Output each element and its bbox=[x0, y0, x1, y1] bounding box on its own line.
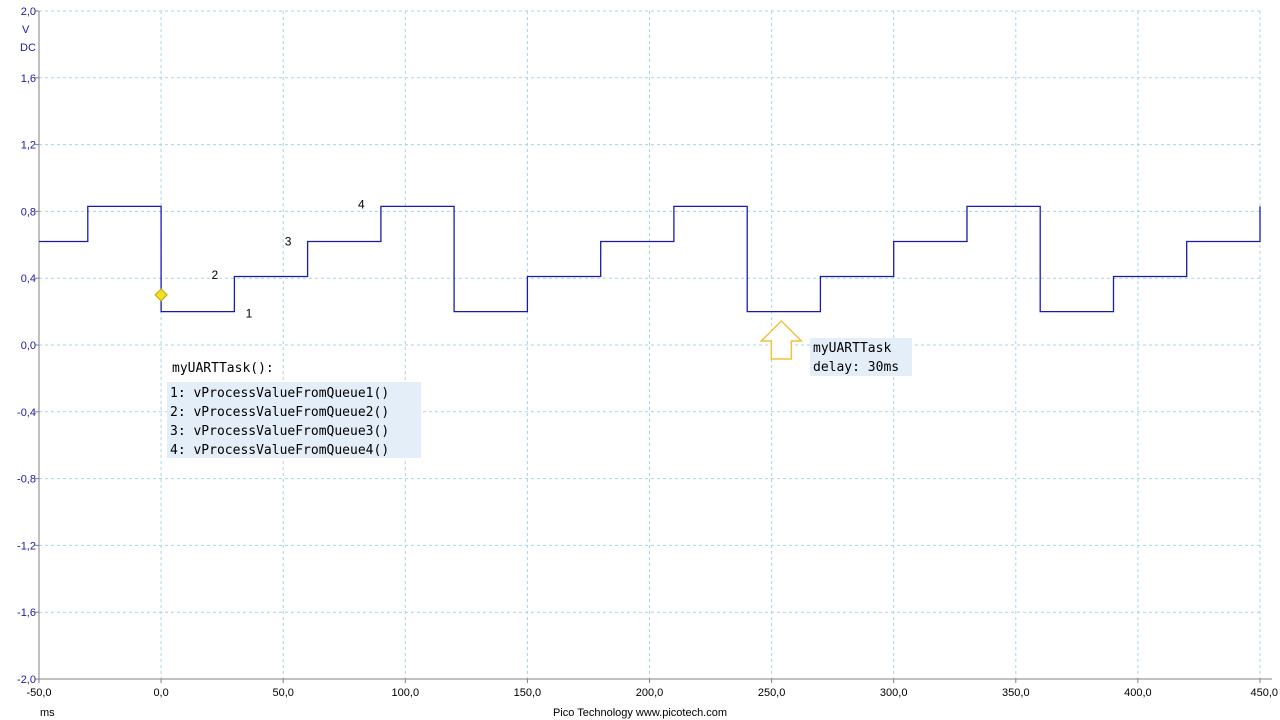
y-tick-label: -0,8 bbox=[17, 474, 36, 486]
y-tick-label: 0,4 bbox=[21, 273, 36, 285]
legend-line-3: 3: vProcessValueFromQueue3() bbox=[170, 424, 389, 439]
y-tick-label: -2,0 bbox=[17, 674, 36, 686]
x-axis-ticks: -50,0 0,0 50,0 100,0 150,0 200,0 250,0 300,0 350… bbox=[26, 679, 1278, 699]
x-tick-label: 350,0 bbox=[1002, 687, 1030, 699]
x-tick-label: 250,0 bbox=[758, 687, 786, 699]
trigger-marker-icon bbox=[154, 288, 168, 302]
delay-annotation: myUARTTask delay: 30ms bbox=[759, 319, 912, 376]
axes bbox=[38, 11, 1272, 680]
delay-line-2: delay: 30ms bbox=[813, 360, 899, 375]
x-tick-label: -50,0 bbox=[26, 687, 51, 699]
y-tick-label: -1,6 bbox=[17, 607, 36, 619]
y-axis-coupling: DC bbox=[20, 42, 36, 54]
trace-line bbox=[39, 205, 1261, 313]
legend-background bbox=[167, 382, 421, 458]
y-axis-unit: V bbox=[22, 24, 30, 36]
step-marker-label: 4 bbox=[358, 198, 365, 212]
y-tick-label: -0,4 bbox=[17, 407, 36, 419]
footer-credit: Pico Technology www.picotech.com bbox=[553, 707, 727, 719]
y-axis-ticks: -2,0 -1,6 -1,2 -0,8 -0,4 0,0 0,4 0,8 1,2 1,6 2,0 bbox=[17, 6, 39, 686]
legend-line-2: 2: vProcessValueFromQueue2() bbox=[170, 405, 389, 420]
x-tick-label: 100,0 bbox=[392, 687, 420, 699]
step-marker-label: 2 bbox=[211, 268, 218, 282]
x-tick-label: 50,0 bbox=[272, 687, 293, 699]
up-arrow-icon bbox=[759, 319, 804, 360]
legend-line-1: 1: vProcessValueFromQueue1() bbox=[170, 386, 389, 401]
x-tick-label: 450,0 bbox=[1250, 687, 1278, 699]
delay-background bbox=[810, 338, 912, 376]
y-tick-label: 0,8 bbox=[21, 206, 36, 218]
x-tick-label: 200,0 bbox=[636, 687, 664, 699]
grid bbox=[38, 10, 1261, 680]
step-marker-label: 1 bbox=[246, 306, 253, 320]
x-tick-label: 300,0 bbox=[880, 687, 908, 699]
x-tick-label: 150,0 bbox=[514, 687, 542, 699]
step-markers: 1 2 3 4 bbox=[154, 198, 365, 320]
step-marker-label: 3 bbox=[285, 234, 292, 248]
x-axis-unit: ms bbox=[40, 707, 55, 719]
legend-line-4: 4: vProcessValueFromQueue4() bbox=[170, 443, 389, 458]
x-tick-label: 0,0 bbox=[153, 687, 168, 699]
y-tick-label: 1,6 bbox=[21, 73, 36, 85]
function-legend: myUARTTask(): 1: vProcessValueFromQueue1… bbox=[167, 361, 421, 458]
legend-title: myUARTTask(): bbox=[172, 361, 274, 376]
delay-line-1: myUARTTask bbox=[813, 341, 891, 356]
y-tick-label: 1,2 bbox=[21, 140, 36, 152]
traces bbox=[39, 205, 1261, 313]
y-tick-label: 0,0 bbox=[21, 340, 36, 352]
y-tick-label: -1,2 bbox=[17, 540, 36, 552]
x-tick-label: 400,0 bbox=[1124, 687, 1152, 699]
delay-arrow-shape bbox=[759, 319, 804, 360]
y-tick-label: 2,0 bbox=[21, 6, 36, 18]
